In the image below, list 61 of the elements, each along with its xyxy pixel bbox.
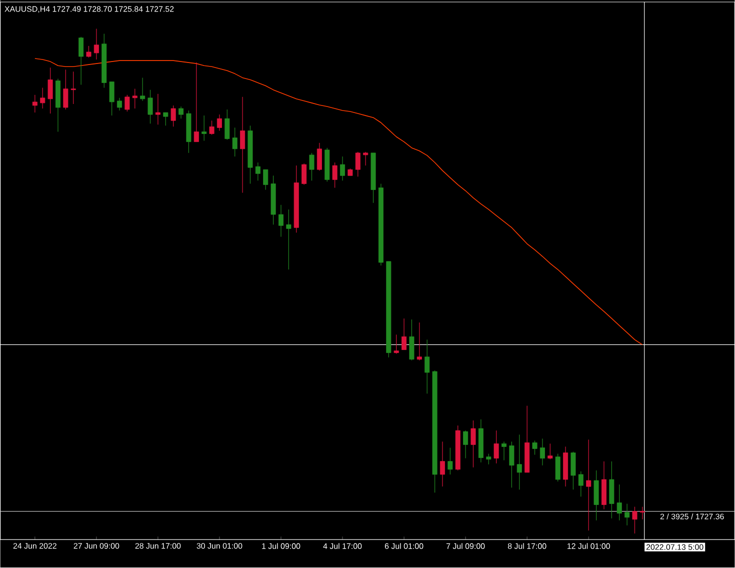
candlestick xyxy=(416,322,422,361)
candlestick xyxy=(216,114,222,132)
candlestick xyxy=(224,109,230,140)
candlestick xyxy=(32,94,38,114)
candlestick xyxy=(255,162,260,182)
candlestick xyxy=(402,318,407,350)
candlestick xyxy=(194,62,199,142)
candlestick xyxy=(555,454,560,482)
candlestick xyxy=(116,98,122,112)
candlestick xyxy=(332,162,338,188)
candlestick xyxy=(170,105,176,128)
candlestick xyxy=(48,68,53,114)
candlestick xyxy=(502,442,507,461)
candlestick xyxy=(132,88,138,110)
candlestick xyxy=(309,152,314,182)
candlestick xyxy=(178,106,184,120)
candlestick xyxy=(424,340,430,394)
candlestick xyxy=(624,504,630,526)
candlestick xyxy=(632,506,638,534)
candlestick xyxy=(302,163,307,186)
candlestick xyxy=(616,484,622,521)
candlestick xyxy=(494,430,499,464)
candlestick xyxy=(340,156,346,182)
candlestick xyxy=(578,471,584,498)
candlestick xyxy=(509,442,514,488)
candlestick xyxy=(463,430,468,459)
candlestick xyxy=(548,444,553,460)
candlestick xyxy=(286,209,292,270)
candlestick xyxy=(448,448,453,475)
candlestick xyxy=(232,128,238,157)
candlestick xyxy=(640,506,645,520)
candlestick xyxy=(516,434,522,490)
candlestick xyxy=(570,452,576,490)
candlestick xyxy=(40,88,46,110)
candlestick xyxy=(140,78,146,102)
candlestick xyxy=(70,72,76,104)
candlestick xyxy=(316,142,322,172)
candlestick xyxy=(486,454,492,465)
candlestick xyxy=(586,440,592,531)
candlestick xyxy=(109,82,114,116)
candlestick xyxy=(148,90,153,124)
candlestick xyxy=(440,442,445,488)
candlestick xyxy=(363,152,368,166)
candlestick xyxy=(78,36,84,86)
candlestick xyxy=(470,420,476,468)
candlestick xyxy=(209,120,214,136)
candlestick xyxy=(124,94,130,112)
candlestick xyxy=(94,28,99,60)
candlestick xyxy=(532,440,538,456)
candlestick xyxy=(163,112,168,126)
candlestick xyxy=(86,46,92,58)
candlestick xyxy=(409,319,414,361)
candlestick xyxy=(355,152,360,178)
candlestick xyxy=(63,70,68,110)
candlestick xyxy=(202,115,207,142)
candlestick xyxy=(263,170,268,190)
candlestick xyxy=(394,334,399,354)
candlestick xyxy=(278,204,284,238)
candlestick xyxy=(155,94,160,126)
candlestick xyxy=(540,438,545,466)
candlestick xyxy=(240,96,246,194)
